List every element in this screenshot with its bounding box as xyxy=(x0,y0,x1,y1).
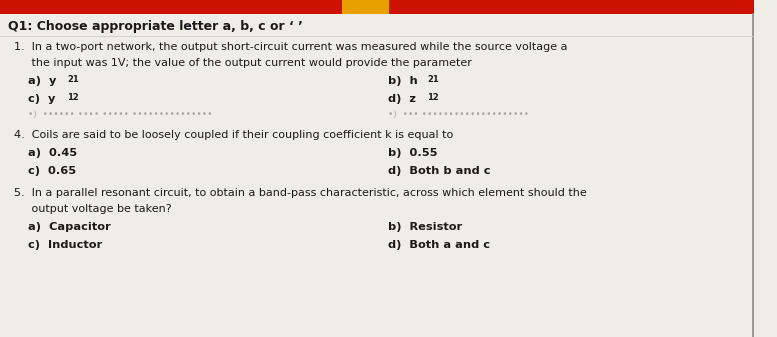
Text: b)  h: b) h xyxy=(388,76,418,86)
Text: c)  Inductor: c) Inductor xyxy=(28,240,103,250)
Text: 21: 21 xyxy=(427,75,439,84)
Text: a)  Capacitor: a) Capacitor xyxy=(28,222,111,232)
Text: a)  y: a) y xyxy=(28,76,57,86)
Text: c)  y: c) y xyxy=(28,94,55,104)
Text: b)  0.55: b) 0.55 xyxy=(388,148,438,158)
Text: 1.  In a two-port network, the output short-circuit current was measured while t: 1. In a two-port network, the output sho… xyxy=(14,42,567,52)
Text: 21: 21 xyxy=(67,75,78,84)
Text: d)  Both a and c: d) Both a and c xyxy=(388,240,490,250)
Text: d)  z: d) z xyxy=(388,94,416,104)
Text: 12: 12 xyxy=(427,93,439,102)
Text: Q1: Choose appropriate letter a, b, c or ‘ ’: Q1: Choose appropriate letter a, b, c or… xyxy=(8,20,303,33)
Text: d)  Both b and c: d) Both b and c xyxy=(388,166,491,176)
Text: 5.  In a parallel resonant circuit, to obtain a band-pass characteristic, across: 5. In a parallel resonant circuit, to ob… xyxy=(14,188,587,198)
Text: a)  0.45: a) 0.45 xyxy=(28,148,77,158)
Text: 4.  Coils are said to be loosely coupled if their coupling coefficient k is equa: 4. Coils are said to be loosely coupled … xyxy=(14,130,453,140)
Text: the input was 1V; the value of the output current would provide the parameter: the input was 1V; the value of the outpu… xyxy=(14,58,472,68)
Bar xyxy=(342,0,388,14)
Text: b)  Resistor: b) Resistor xyxy=(388,222,463,232)
Text: •)  •••••• •••• ••••• •••••••••••••••: •) •••••• •••• ••••• ••••••••••••••• xyxy=(28,110,212,119)
Text: •)  ••• ••••••••••••••••••••: •) ••• •••••••••••••••••••• xyxy=(388,110,530,119)
Bar xyxy=(0,0,754,14)
Text: output voltage be taken?: output voltage be taken? xyxy=(14,204,172,214)
Text: 12: 12 xyxy=(67,93,78,102)
Text: c)  0.65: c) 0.65 xyxy=(28,166,76,176)
